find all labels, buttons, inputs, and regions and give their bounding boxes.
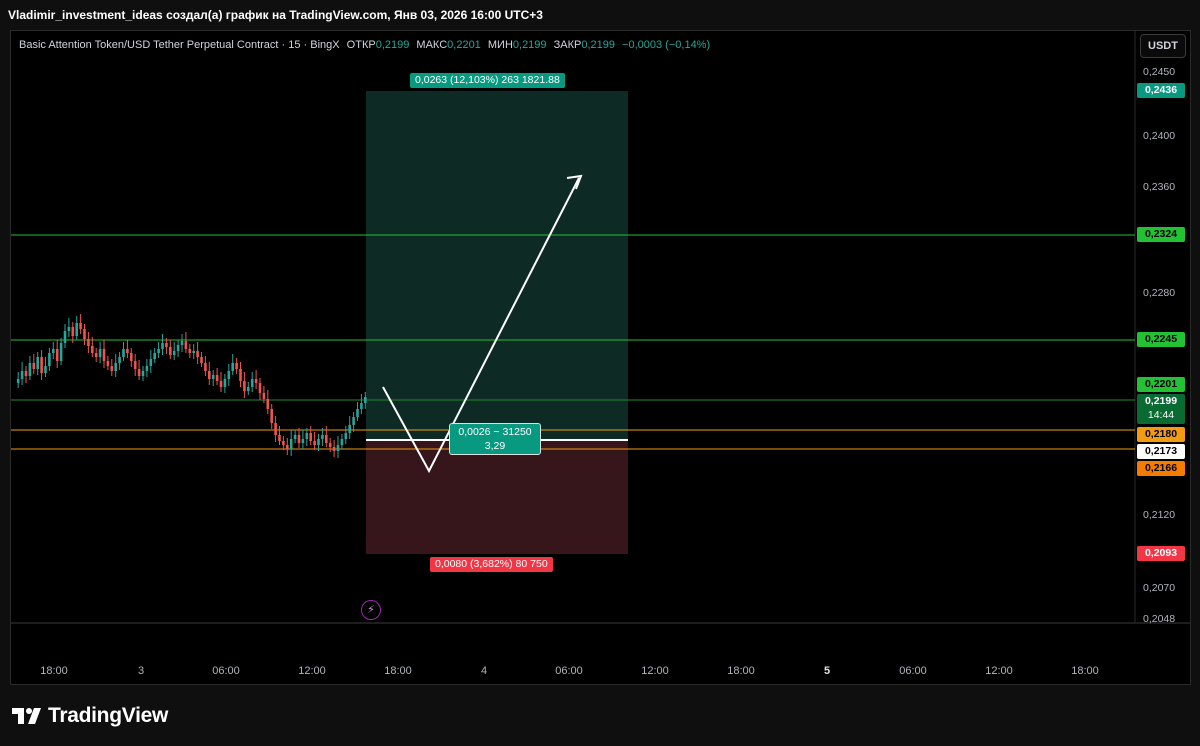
close-label: ЗАКР bbox=[553, 39, 582, 51]
target-price-badge: 0,2436 bbox=[1137, 83, 1185, 98]
risk-reward-ratio: 3,29 bbox=[484, 440, 506, 452]
time-tick: 06:00 bbox=[212, 665, 240, 677]
price-tick: 0,2400 bbox=[1143, 130, 1176, 142]
mid-price-badge: 0,2173 bbox=[1137, 444, 1185, 459]
change-value: −0,0003 (−0,14%) bbox=[622, 39, 711, 51]
time-tick: 06:00 bbox=[899, 665, 927, 677]
stop-label[interactable]: 0,0080 (3,682%) 80 750 bbox=[430, 557, 553, 572]
price-tick: 0,2360 bbox=[1143, 181, 1176, 193]
price-tick: 0,2450 bbox=[1143, 66, 1176, 78]
price-tick: 0,2070 bbox=[1143, 582, 1176, 594]
brand-name: TradingView bbox=[48, 704, 169, 727]
time-tick: 12:00 bbox=[298, 665, 326, 677]
price-tick: 0,2048 bbox=[1143, 613, 1176, 625]
symbol-name[interactable]: Basic Attention Token/USD Tether Perpetu… bbox=[19, 39, 340, 51]
open-value: 0,2199 bbox=[375, 39, 410, 51]
high-value: 0,2201 bbox=[447, 39, 481, 51]
entry-price-badge: 0,2180 bbox=[1137, 427, 1185, 442]
risk-qty: 0,0026 ~ 31250 bbox=[458, 426, 532, 438]
tradingview-brand: TradingView bbox=[10, 702, 168, 730]
target-zone[interactable] bbox=[366, 91, 628, 440]
stop-zone[interactable] bbox=[366, 440, 628, 554]
currency-button[interactable]: USDT bbox=[1140, 34, 1186, 58]
time-tick: 06:00 bbox=[555, 665, 583, 677]
chart-canvas[interactable] bbox=[11, 31, 1191, 685]
time-tick: 12:00 bbox=[985, 665, 1013, 677]
candlestick-series bbox=[16, 314, 367, 458]
arrow-head-icon bbox=[566, 174, 583, 190]
low-level-badge: 0,2166 bbox=[1137, 461, 1185, 476]
high-label: МАКС bbox=[416, 39, 448, 51]
time-tick: 12:00 bbox=[641, 665, 669, 677]
level-badge-0-2245: 0,2245 bbox=[1137, 332, 1185, 347]
time-tick: 4 bbox=[480, 665, 488, 677]
header-bar: Vladimir_investment_ideas создал(а) граф… bbox=[0, 0, 1200, 30]
last-price-badge: 0,2199 14:44 bbox=[1137, 394, 1185, 424]
price-tick: 0,2280 bbox=[1143, 287, 1176, 299]
time-tick: 18:00 bbox=[727, 665, 755, 677]
close-value: 0,2199 bbox=[581, 39, 615, 51]
chart-panel[interactable]: Basic Attention Token/USD Tether Perpetu… bbox=[10, 30, 1191, 685]
symbol-legend: Basic Attention Token/USD Tether Perpetu… bbox=[19, 39, 710, 51]
stop-price-badge: 0,2093 bbox=[1137, 546, 1185, 561]
lightning-icon[interactable]: ⚡ bbox=[361, 600, 381, 620]
price-tick: 0,2120 bbox=[1143, 509, 1176, 521]
low-value: 0,2199 bbox=[512, 39, 547, 51]
low-label: МИН bbox=[487, 39, 513, 51]
projection-arrow[interactable] bbox=[382, 177, 580, 474]
last-price-value: 0,2199 bbox=[1144, 395, 1178, 407]
time-tick: 18:00 bbox=[1071, 665, 1099, 677]
time-tick: 5 bbox=[823, 665, 831, 677]
tradingview-logo-icon bbox=[12, 708, 41, 724]
level-badge-0-2324: 0,2324 bbox=[1137, 227, 1185, 242]
target-label[interactable]: 0,0263 (12,103%) 263 1821.88 bbox=[410, 73, 565, 88]
time-tick: 3 bbox=[137, 665, 145, 677]
bar-countdown: 14:44 bbox=[1147, 409, 1175, 421]
time-tick: 18:00 bbox=[384, 665, 412, 677]
time-tick: 18:00 bbox=[40, 665, 68, 677]
open-label: ОТКР bbox=[346, 39, 376, 51]
risk-reward-box[interactable]: 0,0026 ~ 31250 3,29 bbox=[449, 423, 541, 455]
chart-author-title: Vladimir_investment_ideas создал(а) граф… bbox=[8, 8, 543, 22]
high-price-badge: 0,2201 bbox=[1137, 377, 1185, 392]
